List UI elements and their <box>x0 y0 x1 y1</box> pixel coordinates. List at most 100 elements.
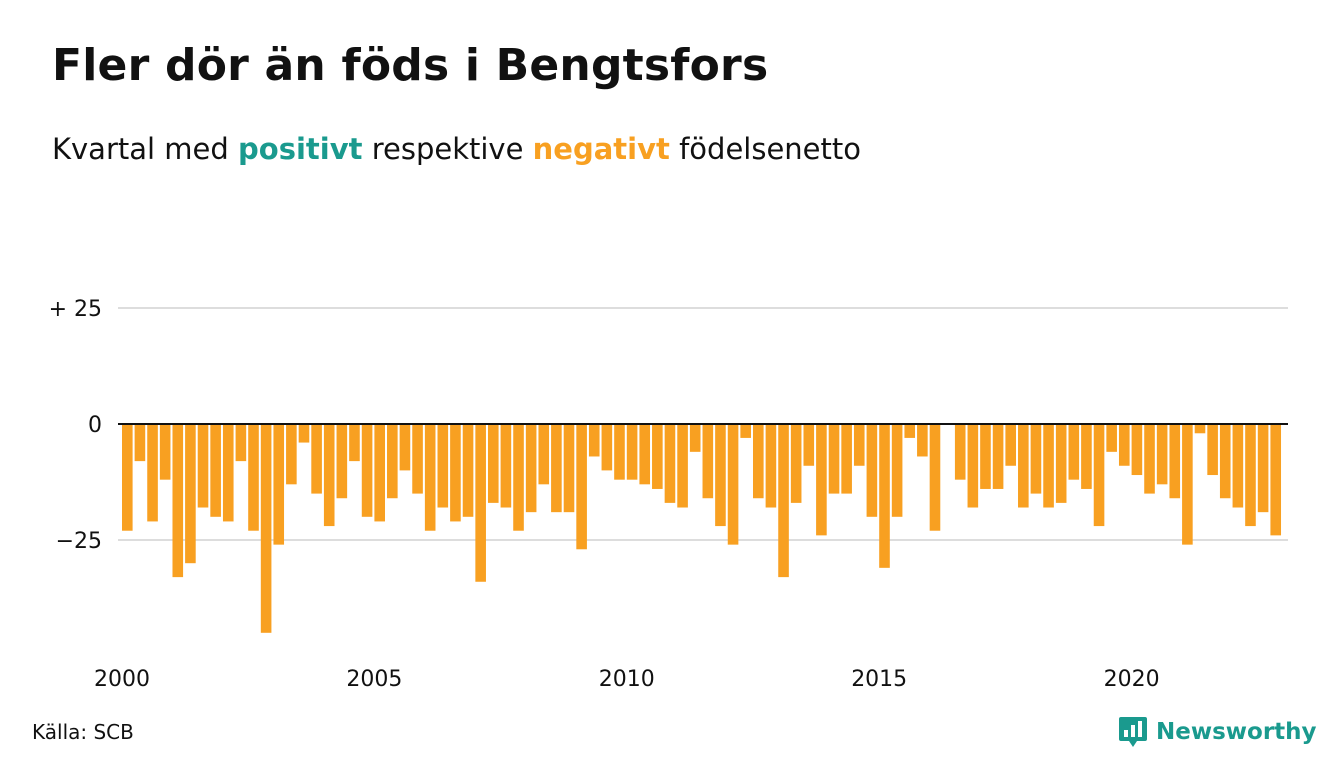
bar <box>828 424 840 494</box>
bar <box>248 424 259 531</box>
bar <box>980 424 991 489</box>
bar <box>387 424 398 499</box>
x-tick-label: 2010 <box>599 667 655 692</box>
bar <box>588 424 600 457</box>
bar <box>853 424 865 466</box>
bar <box>992 424 1004 489</box>
brand-name: Newsworthy <box>1156 719 1317 745</box>
subtitle-text-middle: respektive <box>371 132 524 166</box>
bar <box>399 424 411 471</box>
bar <box>323 424 335 527</box>
y-axis-labels: + 25 0 −25 <box>49 297 102 554</box>
bar <box>235 424 247 462</box>
bar <box>450 424 461 522</box>
bar <box>954 424 966 480</box>
y-tick-label: −25 <box>56 529 102 554</box>
bar <box>159 424 171 480</box>
bar <box>551 424 562 513</box>
bar <box>1030 424 1042 494</box>
bar <box>311 424 322 494</box>
bar <box>1219 424 1231 499</box>
bar <box>210 424 221 517</box>
bar <box>841 424 852 494</box>
bar <box>866 424 878 517</box>
bar <box>513 424 524 531</box>
bar <box>147 424 158 522</box>
bar <box>753 424 764 499</box>
bar <box>1043 424 1054 508</box>
bar <box>1106 424 1117 452</box>
chart-subtitle: Kvartal med positivt respektive negativt… <box>52 132 861 166</box>
bar <box>626 424 638 480</box>
bar <box>1232 424 1244 508</box>
bar <box>601 424 613 471</box>
bar <box>122 424 133 531</box>
bar <box>879 424 890 568</box>
bar <box>904 424 916 438</box>
bar <box>740 424 751 438</box>
bar <box>286 424 297 485</box>
bar <box>222 424 234 522</box>
bar <box>576 424 587 550</box>
bar <box>260 424 272 633</box>
bar <box>424 424 436 531</box>
bar <box>197 424 209 508</box>
bar <box>361 424 373 517</box>
bar <box>1144 424 1155 494</box>
bar <box>715 424 726 527</box>
chart-title: Fler dör än föds i Bengtsfors <box>52 40 769 91</box>
bar <box>134 424 146 462</box>
bar <box>891 424 903 517</box>
bar <box>298 424 310 443</box>
bar <box>525 424 537 513</box>
bar <box>1270 424 1282 536</box>
bar <box>349 424 360 462</box>
bar <box>1169 424 1181 499</box>
bar <box>437 424 449 508</box>
bar <box>475 424 486 582</box>
bar <box>374 424 385 522</box>
bar <box>677 424 688 508</box>
bar <box>1055 424 1067 503</box>
y-tick-label: 0 <box>88 413 102 438</box>
bar <box>689 424 701 452</box>
subtitle-text-before: Kvartal med <box>52 132 229 166</box>
bar <box>917 424 928 457</box>
bar <box>538 424 550 485</box>
bar <box>929 424 941 531</box>
bar <box>1068 424 1080 480</box>
bar <box>1005 424 1016 466</box>
bar <box>1182 424 1193 545</box>
bar-chart-speech-bubble-icon <box>1119 717 1147 747</box>
bar <box>1156 424 1168 485</box>
bar <box>1131 424 1143 476</box>
y-tick-label: + 25 <box>49 297 102 322</box>
x-axis-labels: 2000 2005 2010 2015 2020 <box>94 667 1160 692</box>
bar <box>172 424 184 578</box>
bar <box>778 424 789 578</box>
bar <box>1081 424 1092 489</box>
bar <box>790 424 802 503</box>
subtitle-text-after: födelsenetto <box>679 132 861 166</box>
bars <box>122 424 1282 633</box>
subtitle-negative-label: negativt <box>532 132 670 166</box>
x-tick-label: 2005 <box>346 667 402 692</box>
bar <box>1257 424 1269 513</box>
bar <box>1194 424 1206 434</box>
x-tick-label: 2000 <box>94 667 150 692</box>
bar <box>1018 424 1029 508</box>
bar <box>1093 424 1105 527</box>
bar <box>1245 424 1256 527</box>
grid-lines <box>118 307 1288 541</box>
bar <box>967 424 979 508</box>
newsworthy-logo: Newsworthy <box>1118 712 1317 752</box>
subtitle-positive-label: positivt <box>238 132 363 166</box>
bar <box>727 424 739 545</box>
bar <box>487 424 499 503</box>
bar <box>412 424 423 494</box>
bar <box>639 424 651 485</box>
bar <box>1207 424 1218 476</box>
bar <box>336 424 348 499</box>
bar <box>273 424 285 545</box>
bar <box>500 424 512 508</box>
